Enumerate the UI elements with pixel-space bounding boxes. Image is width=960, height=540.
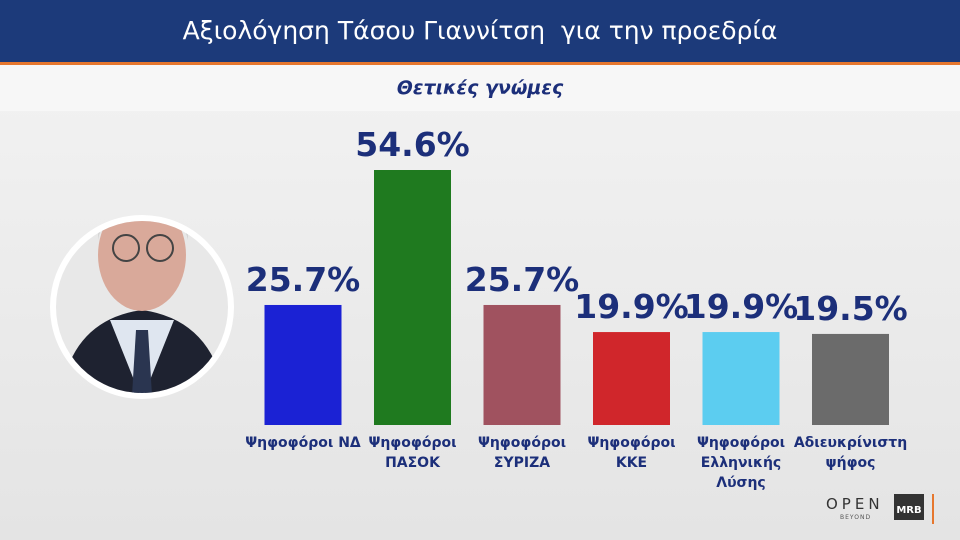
bar bbox=[264, 304, 342, 425]
category-label: Αδιευκρίνιστη ψήφος bbox=[793, 435, 908, 471]
subtitle-band bbox=[0, 65, 960, 111]
channel-logo: OPEN bbox=[826, 495, 884, 513]
bar bbox=[702, 332, 780, 425]
bar bbox=[483, 304, 561, 425]
category-label: Ψηφοφόροι ΝΔ bbox=[245, 435, 361, 451]
value-label: 19.9% bbox=[574, 287, 689, 326]
value-label: 54.6% bbox=[355, 125, 470, 164]
bar bbox=[593, 332, 670, 425]
header-band bbox=[0, 0, 960, 65]
bar bbox=[812, 333, 889, 425]
chart-subtitle: Θετικές γνώμες bbox=[396, 77, 564, 99]
category-label: Ψηφοφόροι ΣΥΡΙΖΑ bbox=[477, 435, 567, 471]
bar bbox=[374, 170, 451, 425]
value-label: 25.7% bbox=[465, 260, 580, 299]
value-label: 19.9% bbox=[684, 287, 799, 326]
category-label: Ψηφοφόροι ΚΚΕ bbox=[587, 435, 676, 471]
category-label: Ψηφοφόροι Ελληνικής Λύσης bbox=[696, 435, 786, 491]
channel-tagline: BEYOND bbox=[840, 514, 872, 521]
category-label: Ψηφοφόροι ΠΑΣΟΚ bbox=[368, 435, 457, 471]
portrait bbox=[50, 215, 234, 399]
logo-divider bbox=[932, 494, 934, 524]
pollster-logo: MRB bbox=[894, 494, 924, 520]
value-label: 19.5% bbox=[793, 289, 908, 328]
chart-title: Αξιολόγηση Τάσου Γιαννίτση για την προεδ… bbox=[182, 16, 778, 45]
value-label: 25.7% bbox=[246, 260, 361, 299]
